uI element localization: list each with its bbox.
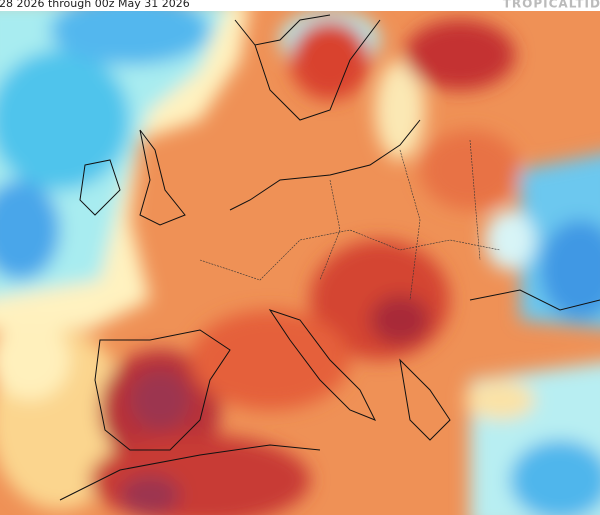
map-title: 28 2026 through 00z May 31 2026 [0,0,190,10]
header-bar [0,0,600,11]
brand-label: TROPICALTID [503,0,600,11]
